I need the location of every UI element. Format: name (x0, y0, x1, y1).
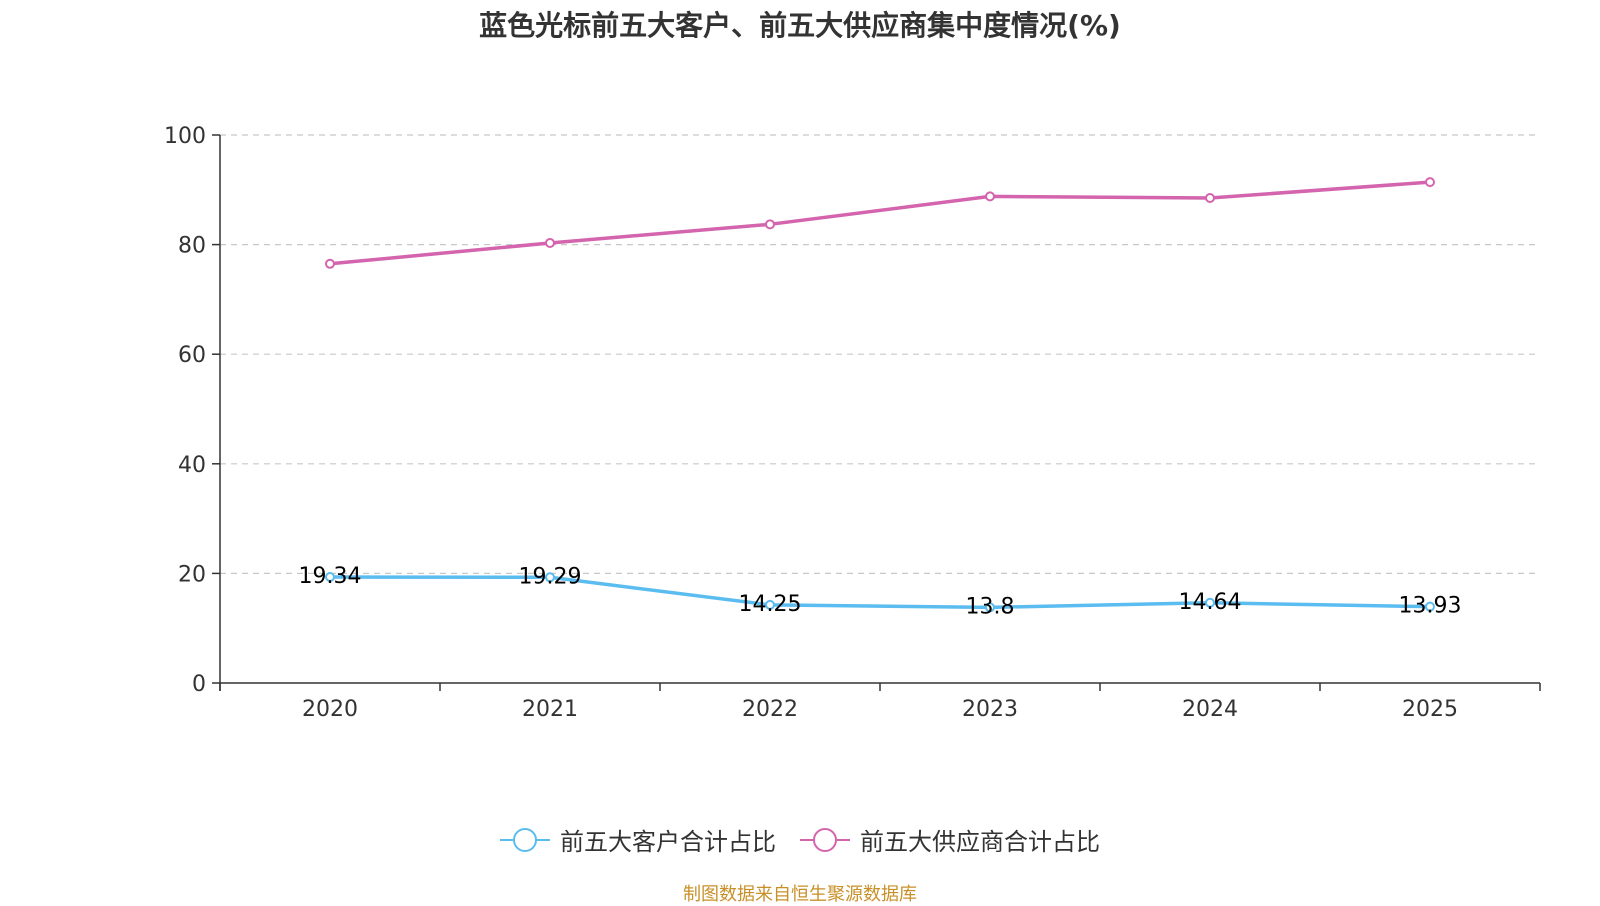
data-point (545, 572, 555, 583)
source-note: 制图数据来自恒生聚源数据库 (683, 884, 917, 905)
series-layer (325, 177, 1435, 613)
x-tick-label: 2021 (522, 697, 578, 722)
x-tick-label: 2024 (1182, 697, 1238, 722)
data-label: 13.8 (966, 594, 1015, 619)
y-tick-label: 40 (178, 453, 206, 478)
legend-item-suppliers[interactable]: 前五大供应商合计占比 (800, 822, 1100, 857)
y-tick-label: 60 (178, 343, 206, 368)
data-label: 14.64 (1179, 590, 1242, 615)
legend-line-circle-icon (500, 827, 550, 852)
data-point (1205, 597, 1215, 608)
x-tick-label: 2020 (302, 697, 358, 722)
legend-label-suppliers: 前五大供应商合计占比 (860, 828, 1100, 856)
label-layer: 19.34 19.29 14.25 13.8 14.64 13.93 (299, 564, 1462, 619)
data-point (1425, 601, 1435, 612)
data-point (985, 191, 995, 202)
data-point (1205, 193, 1215, 204)
data-label: 19.29 (519, 564, 582, 589)
x-tick-label: 2022 (742, 697, 798, 722)
data-point (765, 599, 775, 610)
y-tick-label: 20 (178, 562, 206, 587)
data-label: 19.34 (299, 564, 362, 589)
legend-item-customers[interactable]: 前五大客户合计占比 (500, 822, 776, 857)
data-point (545, 237, 555, 248)
y-tick-label: 0 (192, 672, 206, 697)
data-point (325, 258, 335, 269)
data-point (765, 219, 775, 230)
series-line-0 (329, 575, 1431, 610)
legend-line-circle-icon (800, 827, 850, 852)
data-label: 14.25 (739, 592, 802, 617)
data-label: 13.93 (1399, 594, 1462, 619)
data-point (985, 602, 995, 613)
x-tick-label: 2025 (1402, 697, 1458, 722)
legend: 前五大客户合计占比 前五大供应商合计占比 (0, 822, 1600, 857)
data-point (1425, 177, 1435, 188)
series-line-1 (329, 180, 1431, 266)
y-tick-label: 100 (164, 124, 206, 149)
axis-layer: 0 20 40 60 80 100 2020 2021 2022 2023 2024 2025 (164, 124, 1541, 722)
legend-label-customers: 前五大客户合计占比 (560, 828, 776, 856)
x-tick-label: 2023 (962, 697, 1018, 722)
data-point (325, 572, 335, 583)
y-tick-label: 80 (178, 234, 206, 259)
grid-layer (220, 134, 1540, 575)
chart-title: 蓝色光标前五大客户、前五大供应商集中度情况(%) (479, 9, 1121, 42)
